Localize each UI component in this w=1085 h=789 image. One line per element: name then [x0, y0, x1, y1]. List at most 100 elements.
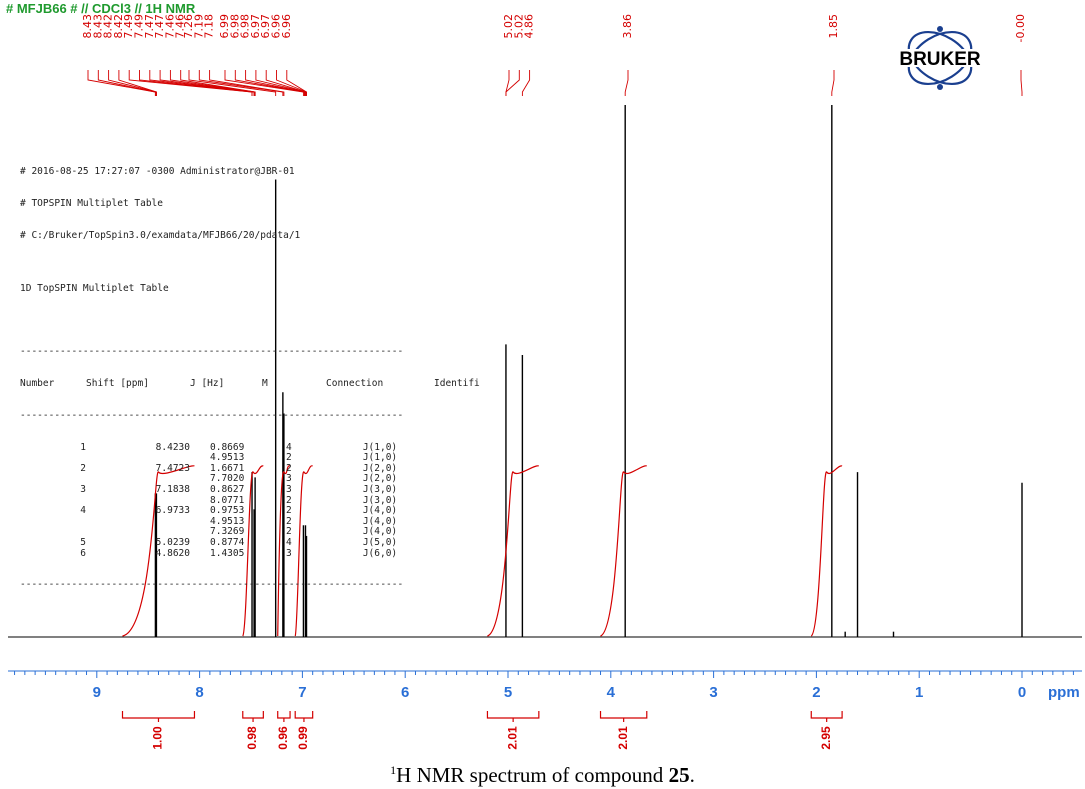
- cell-connection: J(4,0): [362, 526, 398, 538]
- caption-superscript: 1: [390, 763, 397, 777]
- table-rule: ----------------------------------------…: [20, 579, 404, 591]
- peak-label-leader: [245, 70, 305, 96]
- integral-value: 2.01: [616, 726, 630, 750]
- cell-connection: J(5,0): [362, 536, 398, 548]
- cell-m: 2: [286, 505, 292, 517]
- peak-label: 6.97: [259, 14, 272, 39]
- peak-label-leader: [198, 70, 284, 96]
- x-axis-tick-label: 2: [812, 684, 820, 701]
- integral-value: 1.00: [151, 726, 165, 750]
- integral-curve: [487, 465, 540, 637]
- peak-label: 6.98: [228, 14, 241, 39]
- col-connection-header: Connection: [326, 378, 384, 390]
- x-axis-tick-label: 0: [1018, 684, 1026, 701]
- cell-connection: J(2,0): [362, 462, 398, 474]
- table-meta-line: 1D TopSPIN Multiplet Table: [20, 282, 169, 294]
- peak-label: 4.86: [523, 14, 536, 39]
- peak-label: 7.49: [122, 14, 135, 39]
- cell-number: [20, 496, 86, 507]
- caption-compound: 25: [668, 763, 690, 787]
- cell-connection: J(1,0): [362, 441, 398, 453]
- caption-text: H NMR spectrum of compound: [396, 763, 669, 787]
- table-meta-line: # 2016-08-25 17:27:07 -0300 Administrato…: [20, 166, 295, 178]
- x-axis-tick-label: 3: [709, 684, 717, 701]
- peak-label: 7.47: [143, 14, 156, 39]
- cell-shift: 7.4723: [155, 462, 190, 474]
- bruker-logo-dot-bottom: [937, 84, 943, 90]
- cell-connection: J(1,0): [362, 452, 398, 464]
- cell-m: 3: [286, 473, 292, 485]
- table-row: 1 8.4230 0.8669 4 J(1,0): [20, 441, 480, 454]
- cell-number: 6: [80, 547, 86, 559]
- integral-curves-group: [122, 465, 843, 637]
- x-axis-tick-label: 9: [93, 684, 101, 701]
- col-m-header: M: [262, 378, 268, 390]
- cell-j: 4.9513: [210, 452, 245, 464]
- peak-label: 7.18: [203, 14, 216, 39]
- integral-bracket: [242, 711, 264, 719]
- cell-number: 4: [80, 505, 86, 517]
- multiplet-table: # 2016-08-25 17:27:07 -0300 Administrato…: [20, 146, 480, 602]
- table-header-row: Number Shift [ppm] J [Hz] M Connection Identi…: [20, 378, 480, 390]
- x-axis-tick-label: 1: [915, 684, 923, 701]
- cell-connection: J(4,0): [362, 515, 398, 527]
- cell-j: 0.8627: [210, 484, 245, 495]
- peak-label: 7.49: [133, 14, 146, 39]
- peak-label-leader: [505, 70, 520, 96]
- col-number-header: Number: [20, 378, 55, 390]
- peak-label: 7.47: [153, 14, 166, 39]
- cell-m: 4: [286, 441, 292, 453]
- peak-label: 5.02: [502, 14, 515, 39]
- integral-curve: [810, 465, 843, 637]
- figure-caption: 1H NMR spectrum of compound 25.: [0, 763, 1085, 788]
- cell-number: [20, 527, 86, 538]
- cell-shift: 5.0239: [155, 536, 190, 548]
- peak-label: 6.99: [218, 14, 231, 39]
- table-meta-line: # C:/Bruker/TopSpin3.0/examdata/MFJB66/2…: [20, 229, 301, 241]
- bruker-logo-ring-a: [907, 30, 973, 86]
- integral-bracket: [486, 711, 540, 719]
- cell-number: 3: [80, 484, 86, 495]
- peak-label: 8.42: [102, 14, 115, 39]
- spectrum-peaks-group: [154, 105, 1023, 637]
- cell-shift: 6.9733: [155, 505, 190, 517]
- peak-label-leader: [118, 70, 157, 96]
- bruker-logo: BRUKER: [892, 26, 988, 90]
- table-row: 4.9513 2 J(4,0): [20, 515, 480, 528]
- spectrum-title: # MFJB66 # // CDCl3 // 1H NMR: [6, 1, 196, 16]
- table-rule: ----------------------------------------…: [20, 409, 404, 421]
- bruker-logo-dot-top: [937, 26, 943, 32]
- peak-label-leader: [831, 70, 835, 96]
- x-axis-tick-label: 5: [504, 684, 512, 701]
- x-axis-group: 9 8 7 6 5 4 3 2 1 0 ppm: [8, 670, 1082, 701]
- peak-labels-group: 8.438.438.428.427.497.497.477.477.467.46…: [81, 14, 1027, 96]
- cell-m: 4: [286, 536, 292, 548]
- cell-j: 0.8669: [210, 441, 245, 453]
- cell-number: [20, 453, 86, 464]
- cell-j: 0.8774: [210, 536, 245, 548]
- cell-m: 2: [286, 494, 292, 506]
- cell-connection: J(6,0): [362, 547, 398, 559]
- cell-number: 2: [80, 462, 86, 474]
- integral-bracket: [277, 711, 291, 719]
- peak-label: 7.26: [182, 14, 195, 39]
- table-row: 6 4.8620 1.4305 3 J(6,0): [20, 547, 480, 560]
- x-axis-tick-label: 8: [195, 684, 203, 701]
- cell-m: 2: [286, 515, 292, 527]
- cell-j: 7.7020: [210, 473, 245, 485]
- table-row: 4 6.9733 0.9753 2 J(4,0): [20, 506, 480, 517]
- table-row: 4.9513 2 J(1,0): [20, 453, 480, 464]
- cell-number: 1: [80, 441, 86, 453]
- integral-labels-group: 1.00 0.98 0.96 0.99 2.01 2.01 2.95: [121, 711, 843, 750]
- peak-label-leader: [139, 70, 253, 96]
- table-body: 1 8.4230 0.8669 4 J(1,0) 4.9513 2 J(1,0) 2 7.472…: [20, 441, 480, 560]
- caption-end: .: [689, 763, 695, 787]
- integral-value: 2.01: [505, 726, 519, 750]
- cell-connection: J(3,0): [362, 494, 398, 506]
- integral-curve: [242, 465, 264, 637]
- integral-bracket: [294, 711, 314, 719]
- table-row: 8.0771 2 J(3,0): [20, 494, 480, 507]
- integral-value: 0.98: [245, 726, 259, 750]
- cell-j: 4.9513: [210, 515, 245, 527]
- cell-shift: 8.4230: [155, 441, 190, 453]
